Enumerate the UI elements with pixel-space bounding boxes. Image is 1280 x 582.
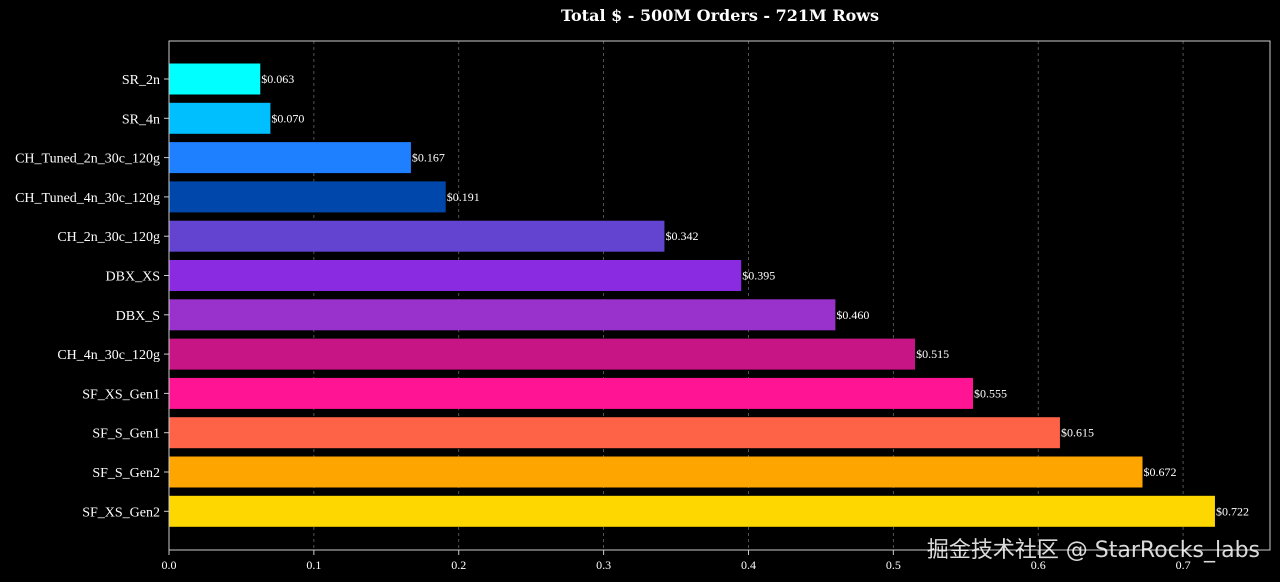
- data-label: $0.672: [1144, 465, 1177, 479]
- data-label: $0.555: [974, 386, 1007, 400]
- bar: [169, 142, 411, 174]
- bar: [169, 377, 974, 409]
- data-label: $0.342: [665, 229, 698, 243]
- bars: $0.063 $0.070 $0.167 $0.191 $0.342 $0.395 $0.4…: [169, 63, 1249, 527]
- data-label: $0.460: [836, 308, 869, 322]
- x-tick-label: 0.2: [451, 558, 466, 572]
- bar: [169, 456, 1143, 488]
- bar: [169, 417, 1060, 449]
- y-tick-label: SF_S_Gen2: [92, 466, 160, 481]
- data-label: $0.615: [1061, 426, 1094, 440]
- x-axis-ticks: 0.0 0.1 0.2 0.3 0.4 0.5 0.6 0.7: [162, 550, 1191, 572]
- bar: [169, 495, 1215, 527]
- y-tick-label: SF_XS_Gen2: [82, 505, 160, 520]
- y-tick-label: SF_S_Gen1: [92, 427, 160, 442]
- bar: [169, 299, 836, 331]
- bar: [169, 338, 916, 370]
- bar: [169, 181, 446, 213]
- data-label: $0.063: [261, 72, 294, 86]
- plot-frame: [168, 40, 1271, 551]
- bar: [169, 220, 665, 252]
- y-tick-label: DBX_XS: [106, 270, 160, 285]
- x-tick-label: 0.4: [741, 558, 756, 572]
- y-tick-label: SF_XS_Gen1: [82, 387, 160, 402]
- x-tick-label: 0.0: [162, 558, 177, 572]
- bar: [169, 260, 742, 291]
- x-tick-label: 0.5: [886, 558, 901, 572]
- x-tick-label: 0.7: [1176, 558, 1191, 572]
- x-tick-label: 0.3: [596, 558, 611, 572]
- y-tick-label: SR_2n: [122, 73, 160, 88]
- x-tick-label: 0.1: [306, 558, 321, 572]
- y-axis-labels: SR_2n SR_4n CH_Tuned_2n_30c_120g CH_Tuned_4…: [15, 73, 169, 520]
- watermark: 掘金技术社区 @ StarRocks_labs: [927, 538, 1260, 563]
- grid-lines: [313, 41, 1184, 550]
- data-label: $0.722: [1216, 504, 1249, 518]
- y-tick-label: SR_4n: [122, 112, 160, 127]
- y-tick-label: CH_4n_30c_120g: [57, 348, 160, 363]
- y-tick-label: CH_2n_30c_120g: [57, 230, 160, 245]
- data-label: $0.515: [916, 347, 949, 361]
- data-label: $0.395: [742, 269, 775, 283]
- data-label: $0.070: [271, 111, 304, 125]
- chart-title: Total $ - 500M Orders - 721M Rows: [561, 6, 879, 25]
- data-label: $0.167: [412, 151, 445, 165]
- data-label: $0.191: [447, 190, 480, 204]
- y-tick-label: CH_Tuned_4n_30c_120g: [15, 191, 160, 206]
- bar: [169, 102, 271, 134]
- y-tick-label: CH_Tuned_2n_30c_120g: [15, 152, 160, 167]
- bar: [169, 63, 261, 95]
- x-tick-label: 0.6: [1031, 558, 1046, 572]
- y-tick-label: DBX_S: [116, 309, 160, 324]
